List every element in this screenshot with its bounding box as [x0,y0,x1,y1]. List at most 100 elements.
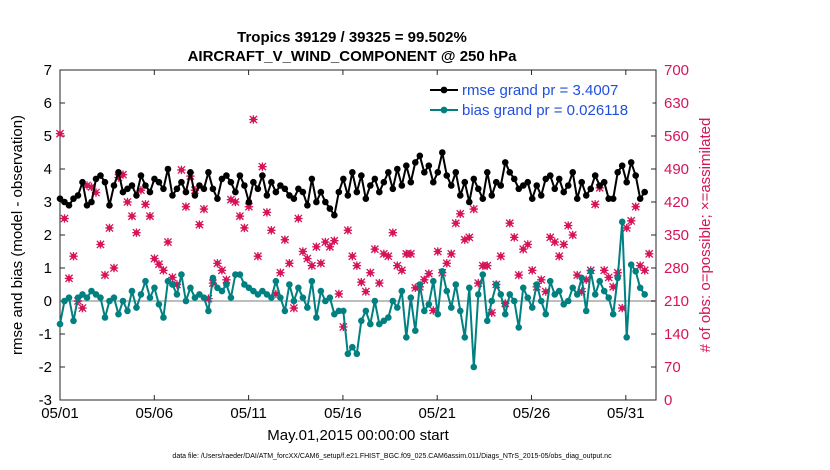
rmse-point [497,182,505,189]
rmse-point [155,178,163,186]
bias-point [569,284,577,292]
rmse-point [456,192,464,199]
bias-point [434,310,442,318]
bias-point [398,287,406,295]
rmse-point [88,198,95,206]
obs-marker [312,242,321,251]
rmse-point [614,169,621,176]
rmse-point [65,202,73,209]
bias-point [128,287,136,295]
bias-point [295,284,302,292]
bias-point [591,291,599,298]
rmse-point [209,185,217,193]
rmse-point [488,192,496,199]
y2-tick-label: 560 [664,128,689,145]
obs-marker [429,306,438,315]
y2-tick-label: 140 [664,326,689,343]
bias-point [578,274,586,282]
rmse-point [510,175,518,183]
bias-point [200,294,208,302]
bias-point [618,218,626,226]
bias-point [600,287,608,295]
obs-marker [370,244,380,254]
bias-point [209,274,217,282]
obs-marker [568,230,577,240]
bias-point [596,277,604,285]
rmse-point [272,188,280,196]
rmse-point [385,169,392,176]
y-tick-label: 0 [44,293,52,310]
bias-point [56,320,64,328]
bias-point [483,317,491,325]
obs-marker [267,226,276,235]
bias-point [308,277,316,285]
bias-point [146,294,154,302]
obs-marker [600,266,609,275]
rmse-point [173,185,181,193]
rmse-point [106,202,113,209]
legend-bias-marker [440,106,448,114]
obs-marker [626,216,636,226]
rmse-point [308,175,316,183]
obs-marker [105,223,114,233]
bias-point [519,284,527,292]
rmse-point [623,178,630,186]
x-tick-label: 05/06 [136,405,174,422]
rmse-point [591,172,599,179]
bias-point [412,327,419,335]
obs-marker [447,249,456,259]
obs-marker [375,278,384,288]
bias-point [313,314,320,321]
obs-marker [622,223,631,233]
obs-marker [163,237,173,247]
rmse-point [443,172,451,179]
data-file-footer: data file: /Users/raeder/DAI/ATM_forcXX/… [172,453,612,460]
bias-point [515,324,523,331]
bias-point [304,304,311,311]
legend-box [421,77,653,123]
bias-point [218,287,226,295]
rmse-point [317,188,325,196]
legend-rmse-label: rmse grand pr = 3.4007 [462,82,618,99]
rmse-point [178,178,185,186]
bias-point [474,291,482,298]
rmse-point [470,175,478,183]
rmse-point [636,195,644,202]
bias-point [447,304,455,311]
rmse-point [259,172,266,179]
obs-marker [199,204,209,214]
obs-marker [420,275,429,284]
obs-marker [141,200,150,209]
bias-point [353,350,361,358]
rmse-point [569,169,577,176]
bias-point [461,334,469,341]
obs-marker [334,289,344,299]
rmse-point [340,175,347,183]
rmse-point [250,178,257,186]
obs-marker [181,202,191,211]
y2-tick-label: 70 [664,359,681,376]
bias-point [160,314,167,321]
obs-marker [325,242,335,251]
legend-bias-label: bias grand pr = 0.026118 [462,102,628,119]
bias-point [133,304,140,311]
bias-point [151,284,158,292]
obs-marker [352,261,362,270]
obs-marker [523,240,532,249]
bias-point [124,307,131,315]
obs-marker [123,197,132,207]
obs-marker [406,249,416,259]
legend-rmse-marker [440,86,448,94]
bias-point [465,284,473,292]
bias-point [403,334,410,341]
rmse-point [416,152,424,160]
bias-point [501,310,509,318]
rmse-point [79,178,86,186]
bias-point [623,334,630,341]
obs-marker [456,209,465,218]
obs-marker [127,211,137,221]
rmse-point [335,188,343,196]
bias-point [605,294,613,302]
obs-marker [159,266,168,275]
